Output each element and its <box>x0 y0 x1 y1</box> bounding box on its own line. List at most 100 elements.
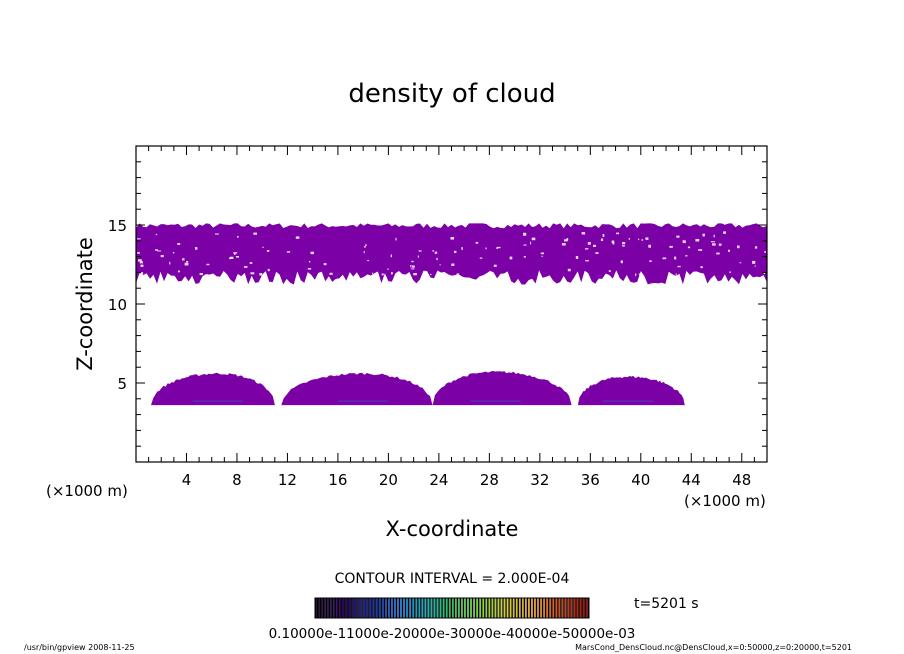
upper-layer-gap <box>307 268 312 270</box>
colorbar-gap <box>572 598 574 618</box>
upper-layer-gap <box>233 252 236 255</box>
colorbar-stripe <box>321 598 323 618</box>
colorbar-stripe <box>525 598 527 618</box>
upper-layer-gap <box>496 247 498 249</box>
colorbar-gap <box>465 598 468 618</box>
colorbar-stripe <box>503 598 506 618</box>
upper-layer-gap <box>764 250 766 253</box>
colorbar-gap <box>380 598 382 618</box>
upper-layer-gap <box>395 237 397 241</box>
upper-layer-gap <box>620 260 623 264</box>
colorbar-gap <box>514 598 516 618</box>
colorbar-stripe <box>540 598 542 618</box>
upper-layer-gap <box>564 239 568 242</box>
upper-layer-gap <box>412 265 415 268</box>
colorbar-gap <box>517 598 519 618</box>
colorbar-gap <box>532 598 535 618</box>
upper-layer-gap <box>439 264 441 266</box>
plot-frame <box>135 145 768 463</box>
upper-layer-gap <box>728 249 730 252</box>
x-tick-label: 20 <box>379 471 398 489</box>
upper-layer-gap <box>310 251 314 255</box>
upper-layer-gap <box>687 246 691 249</box>
colorbar-stripe <box>452 598 454 618</box>
colorbar-stripe <box>378 598 381 618</box>
upper-layer-gap <box>138 259 142 262</box>
colorbar-stripe <box>506 598 509 618</box>
colorbar-stripe <box>537 598 539 618</box>
upper-layer-gap <box>645 237 649 240</box>
colorbar-gap <box>481 598 483 618</box>
colorbar-gap <box>347 598 349 618</box>
colorbar-stripe <box>488 598 491 618</box>
upper-layer-gap <box>739 262 742 264</box>
colorbar-gap <box>502 598 504 618</box>
colorbar-gap <box>368 598 370 618</box>
upper-layer-gap <box>363 251 365 254</box>
colorbar-gap <box>538 598 541 618</box>
upper-layer-gap <box>451 263 455 266</box>
upper-layer-gap <box>391 272 393 275</box>
colorbar-stripe <box>485 598 488 618</box>
upper-layer-gap <box>475 241 479 244</box>
colorbar-gap <box>362 598 364 618</box>
upper-layer-gap <box>567 268 571 272</box>
y-tick-label: 10 <box>108 296 127 314</box>
upper-layer-gap <box>675 273 677 276</box>
colorbar-stripe <box>494 598 497 618</box>
colorbar-stripe <box>330 598 332 618</box>
upper-layer-gap <box>600 238 604 241</box>
upper-layer-gap <box>622 242 626 245</box>
colorbar-stripe <box>497 598 500 618</box>
upper-layer-gap <box>713 234 715 238</box>
colorbar-gap <box>392 598 395 618</box>
upper-layer-gap <box>540 252 544 255</box>
upper-layer-gap <box>140 264 144 267</box>
x-axis-label: X-coordinate <box>386 517 519 541</box>
upper-layer-gap <box>367 260 369 262</box>
upper-layer-gap <box>155 233 158 236</box>
footer-program-date: /usr/bin/gpview 2008-11-25 <box>24 643 135 652</box>
colorbar-gap <box>426 598 428 618</box>
colorbar-stripe <box>336 598 338 618</box>
colorbar-gap <box>487 598 489 618</box>
upper-layer-gap <box>581 232 586 235</box>
colorbar-stripe <box>464 598 466 618</box>
colorbar-gap <box>389 598 392 618</box>
colorbar-stripe <box>357 598 360 618</box>
upper-layer-gap <box>648 244 651 248</box>
colorbar-gap <box>398 598 401 618</box>
upper-layer-gap <box>593 244 596 247</box>
colorbar-stripe <box>363 598 366 618</box>
upper-layer-gap <box>157 250 162 252</box>
upper-layer-gap <box>413 273 417 276</box>
upper-layer-gap <box>700 266 703 269</box>
upper-layer-gap <box>195 247 198 250</box>
colorbar-stripe <box>585 598 588 618</box>
x-tick-label: 12 <box>278 471 297 489</box>
colorbar-stripe <box>573 598 576 618</box>
upper-layer-gap <box>702 233 705 237</box>
colorbar-stripe <box>455 598 457 618</box>
x-units-label-right: (×1000 m) <box>684 492 766 510</box>
upper-layer-gap <box>244 266 248 268</box>
colorbar-gap <box>468 598 471 618</box>
upper-layer-gap <box>160 255 164 258</box>
colorbar-stripe <box>403 598 405 618</box>
x-tick-label: 48 <box>732 471 751 489</box>
upper-layer-gap <box>432 250 434 252</box>
upper-layer-gap <box>628 238 630 240</box>
upper-layer-gap <box>430 273 432 276</box>
upper-layer-gap <box>716 252 720 255</box>
colorbar-stripe <box>448 598 451 618</box>
upper-layer-gap <box>417 255 419 258</box>
colorbar-gap <box>526 598 529 618</box>
cloud-cell <box>151 372 275 406</box>
y-tick-label: 15 <box>108 217 127 235</box>
upper-layer-gap <box>253 232 257 235</box>
y-tick-labels: 5 10 15 <box>108 217 127 393</box>
upper-layer-gap <box>137 252 140 254</box>
colorbar-gap <box>563 598 565 618</box>
colorbar-stripe <box>567 598 570 618</box>
colorbar-gap <box>350 598 352 618</box>
